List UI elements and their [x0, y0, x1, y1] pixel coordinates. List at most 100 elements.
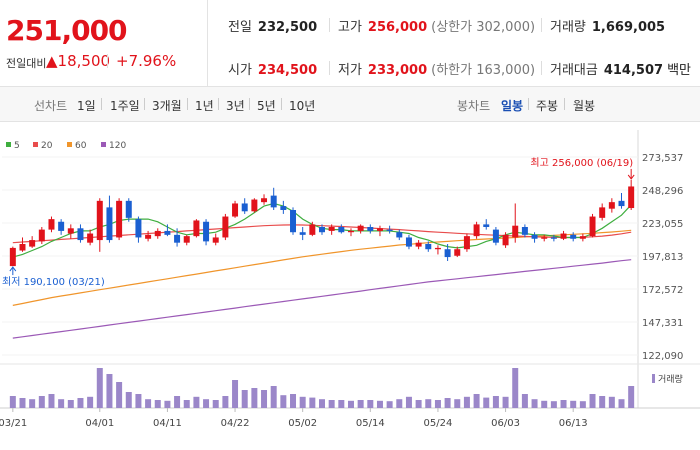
- candle-body: [483, 224, 490, 227]
- y-tick-label: 172,572: [642, 285, 683, 296]
- x-tick-label: 06/03: [491, 418, 520, 429]
- volume-bar: [570, 400, 577, 408]
- divider: [329, 18, 330, 32]
- candle-body: [193, 220, 200, 237]
- candle-body: [425, 243, 432, 250]
- y-tick-label: 223,055: [642, 219, 683, 230]
- period-10y[interactable]: 10년: [289, 99, 316, 113]
- candle-body: [550, 237, 557, 239]
- volume-bar: [38, 396, 45, 408]
- divider: [187, 98, 188, 110]
- stat-label: 전일: [228, 20, 252, 35]
- candle-body: [357, 225, 364, 231]
- divider: [564, 98, 565, 110]
- divider: [144, 98, 145, 110]
- volume-bar: [618, 399, 625, 408]
- candle-body: [261, 198, 268, 203]
- volume-bar: [357, 400, 364, 408]
- candle-body: [299, 232, 306, 235]
- candle-body: [251, 199, 258, 212]
- legend-label: 120: [109, 141, 126, 151]
- volume-bar: [560, 400, 567, 408]
- period-1d[interactable]: 1일: [77, 99, 96, 113]
- ma120-line: [12, 259, 632, 339]
- x-tick-label: 03/21: [0, 418, 27, 429]
- volume-bar: [483, 397, 490, 408]
- candle-body: [579, 236, 586, 239]
- volume-bar: [319, 399, 325, 408]
- volume-bar: [299, 396, 306, 408]
- volume-bar: [96, 368, 103, 408]
- volume-bar: [280, 395, 287, 408]
- quote-header: 251,000 전일대비 ▲18,500 +7.96% 전일 232,500 고가…: [0, 0, 700, 87]
- candle-body: [212, 237, 219, 243]
- candle-body: [367, 226, 374, 231]
- candle-body: [570, 234, 577, 239]
- candle-body: [328, 226, 335, 231]
- candle-weekly[interactable]: 주봉: [536, 99, 559, 113]
- candle-body: [319, 226, 325, 233]
- stat-trade-value: 거래대금 414,507 백만: [550, 59, 691, 78]
- candle-body: [29, 240, 36, 247]
- volume-bar: [135, 394, 142, 408]
- change-label: 전일대비: [6, 57, 47, 70]
- volume-bar: [261, 390, 268, 408]
- candle-body: [396, 232, 403, 238]
- period-1y[interactable]: 1년: [195, 99, 214, 113]
- y-tick-label: 122,090: [642, 351, 683, 362]
- candle-body: [618, 200, 625, 207]
- candle-body: [77, 228, 84, 241]
- volume-bar: [222, 396, 229, 408]
- x-tick-label: 04/22: [221, 418, 250, 429]
- candle-body: [347, 230, 354, 233]
- volume-bar: [396, 399, 403, 408]
- stat-value: 414,507: [603, 63, 664, 78]
- candle-body: [502, 234, 509, 246]
- candle-body: [222, 216, 229, 238]
- candle-body: [290, 209, 297, 233]
- stat-sub: (상한가 302,000): [431, 20, 536, 35]
- stat-value: 233,000: [367, 63, 428, 78]
- volume-bar: [145, 399, 152, 408]
- volume-bar: [212, 400, 219, 408]
- stat-high: 고가 256,000 (상한가 302,000): [338, 16, 535, 35]
- max-arrow-icon: [627, 174, 635, 180]
- change-percent: +7.96%: [116, 52, 177, 70]
- volume-bar: [270, 386, 277, 408]
- stat-prev-close: 전일 232,500: [228, 16, 317, 35]
- volume-bar: [405, 396, 412, 408]
- volume-bar: [116, 382, 123, 408]
- candle-body: [203, 221, 210, 242]
- stat-open: 시가 234,500: [228, 59, 317, 78]
- candle-body: [599, 207, 606, 218]
- x-tick-label: 04/01: [85, 418, 114, 429]
- volume-bar: [492, 396, 499, 408]
- candle-body: [512, 225, 519, 238]
- candle-monthly[interactable]: 월봉: [573, 99, 596, 113]
- candle-body: [96, 200, 103, 241]
- volume-bar: [203, 399, 210, 408]
- change-amount: ▲18,500: [46, 52, 110, 70]
- legend-label: 60: [75, 141, 87, 151]
- candle-body: [376, 228, 383, 231]
- candle-body: [232, 203, 239, 217]
- period-1w[interactable]: 1주일: [110, 99, 140, 113]
- y-tick-label: 197,813: [642, 252, 683, 263]
- divider: [329, 61, 330, 75]
- period-3m[interactable]: 3개월: [152, 99, 182, 113]
- stat-unit: 백만: [667, 63, 691, 78]
- candle-body: [106, 207, 113, 241]
- volume-bar: [367, 400, 374, 408]
- period-5y[interactable]: 5년: [257, 99, 276, 113]
- candle-body: [454, 249, 461, 256]
- candle-body: [338, 226, 345, 233]
- candle-daily[interactable]: 일봉: [501, 99, 524, 113]
- candle-body: [87, 233, 94, 243]
- candle-body: [589, 216, 596, 237]
- period-3y[interactable]: 3년: [226, 99, 245, 113]
- volume-bar: [174, 396, 181, 408]
- volume-bar: [87, 396, 94, 408]
- candle-body: [560, 233, 567, 239]
- volume-bar: [241, 390, 248, 408]
- legend-swatch: [101, 142, 106, 147]
